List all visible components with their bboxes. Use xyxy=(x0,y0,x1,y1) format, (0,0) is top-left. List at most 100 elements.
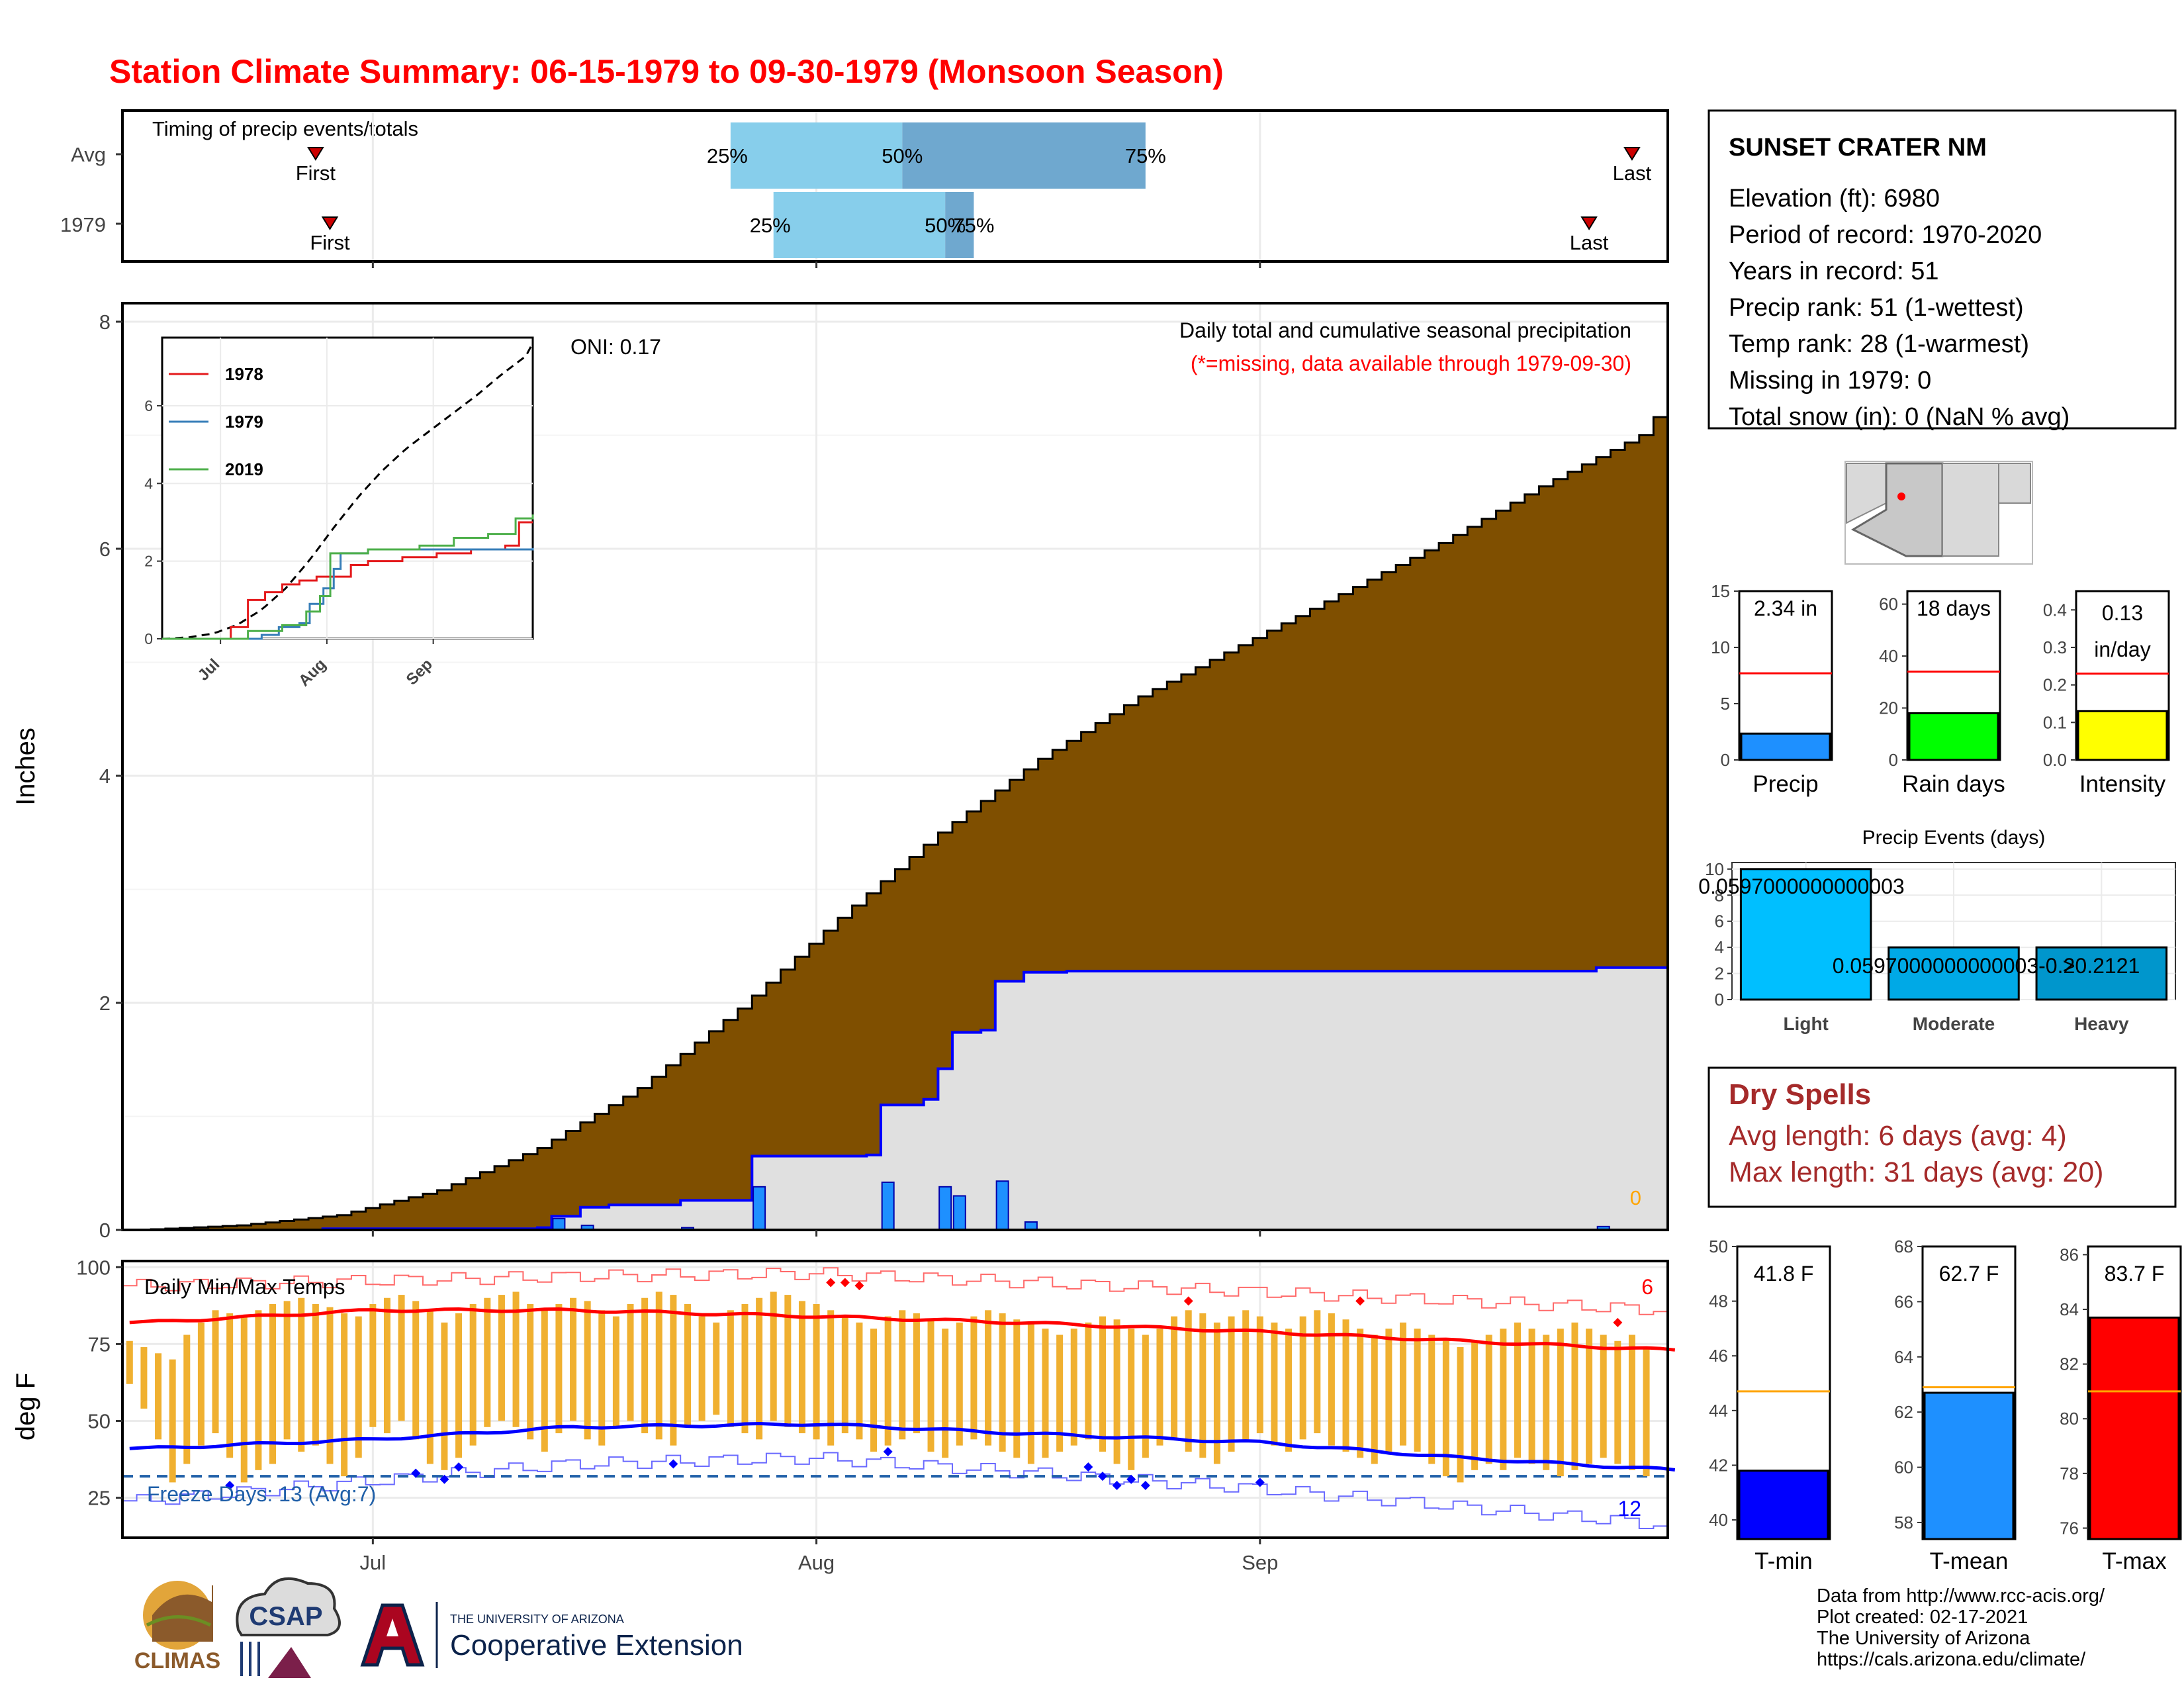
daily-precip-bar-6 xyxy=(952,1195,966,1231)
temp-summary-tick-label-0-2: 44 xyxy=(1709,1401,1728,1421)
daily-temp-bar-50 xyxy=(841,1316,848,1434)
station-line-period: Period of record: 1970-2020 xyxy=(1729,221,2042,249)
daily-temp-bar-67 xyxy=(1085,1322,1092,1440)
inset-y-tick-label-0: 0 xyxy=(144,630,153,647)
daily-temp-bar-62 xyxy=(1013,1319,1021,1458)
temp-summary-tick-label-1-4: 66 xyxy=(1894,1291,1913,1311)
station-line-missing: Missing in 1979: 0 xyxy=(1729,367,1931,395)
precip-events-label-moderate: 0.0597000000000003-0.2 xyxy=(1833,954,2075,978)
precip-y-tick-label-0: 0 xyxy=(99,1219,111,1242)
map-state-east xyxy=(1998,463,2031,504)
daily-temp-bar-61 xyxy=(999,1313,1006,1452)
daily-temp-bar-43 xyxy=(741,1304,749,1434)
daily-temp-bar-44 xyxy=(756,1297,763,1440)
daily-temp-bar-105 xyxy=(1628,1335,1635,1470)
station-line-precip-rank: Precip rank: 51 (1-wettest) xyxy=(1729,294,2024,322)
timing-pct75-label-0: 75% xyxy=(1125,144,1166,167)
precip-events-category-light: Light xyxy=(1783,1013,1828,1034)
daily-temp-bar-32 xyxy=(584,1301,591,1440)
ua-logo-big-text: Cooperative Extension xyxy=(450,1629,743,1662)
record-low-marker-9 xyxy=(1126,1474,1136,1484)
daily-temp-bar-89 xyxy=(1400,1322,1407,1446)
daily-precip-bar-7 xyxy=(995,1180,1009,1231)
daily-temp-bar-83 xyxy=(1314,1310,1321,1434)
record-high-marker-2 xyxy=(854,1281,864,1291)
page-title: Station Climate Summary: 06-15-1979 to 0… xyxy=(109,53,1224,90)
temp-summary-panel-1: 58 60 62 64 66 68 62.7 F T-mean xyxy=(1894,1237,2017,1574)
summary-bar-tick-label-1-0: 0 xyxy=(1889,750,1898,770)
csap-logo-text: CSAP xyxy=(249,1602,322,1631)
daily-temp-bar-23 xyxy=(455,1313,463,1458)
first-event-label-1: First xyxy=(310,231,350,254)
climas-logo-text: CLIMAS xyxy=(134,1648,220,1673)
last-event-marker-1 xyxy=(1580,216,1598,230)
daily-temp-bar-74 xyxy=(1185,1310,1192,1452)
daily-temp-bar-95 xyxy=(1485,1335,1492,1464)
record-low-marker-10 xyxy=(1140,1481,1150,1491)
daily-temp-bar-13 xyxy=(312,1304,319,1446)
missing-count: 0 xyxy=(1630,1186,1641,1209)
record-low-count: 12 xyxy=(1617,1497,1641,1521)
csap-logo-mountain xyxy=(268,1647,311,1678)
daily-temp-bar-66 xyxy=(1070,1329,1077,1446)
last-event-label-0: Last xyxy=(1613,162,1652,185)
daily-temp-bar-16 xyxy=(355,1316,362,1458)
daily-temp-bar-59 xyxy=(970,1316,978,1440)
daily-temp-bar-22 xyxy=(441,1322,448,1470)
precip-events-tick-label-0: 0 xyxy=(1715,990,1724,1009)
daily-temp-bar-80 xyxy=(1271,1322,1278,1446)
daily-temp-bar-57 xyxy=(942,1329,949,1458)
daily-temp-bar-52 xyxy=(870,1329,878,1452)
precip-events-tick-label-1: 2 xyxy=(1715,964,1724,984)
timing-pct25-label-1: 25% xyxy=(750,214,791,237)
precip-y-tick-label-2: 2 xyxy=(99,992,111,1015)
timing-pct75-label-1: 75% xyxy=(953,214,994,237)
precip-annotation-missing: (*=missing, data available through 1979-… xyxy=(1191,352,1631,375)
summary-bar-category-1: Rain days xyxy=(1902,771,2005,797)
inset-year-line-2019 xyxy=(162,514,534,640)
daily-precip-bar-0 xyxy=(552,1217,566,1231)
daily-temp-bar-98 xyxy=(1528,1329,1535,1464)
temp-summary-tick-label-1-3: 64 xyxy=(1894,1347,1913,1367)
daily-temp-bar-101 xyxy=(1571,1322,1578,1470)
inset-avg-cumulative-line xyxy=(161,342,534,640)
precip-axes: 0 2 4 6 8 xyxy=(99,310,1261,1242)
daily-temp-bar-63 xyxy=(1027,1322,1034,1464)
daily-temp-bar-97 xyxy=(1514,1322,1521,1458)
daily-temp-bar-68 xyxy=(1099,1316,1106,1452)
climas-logo-mesa xyxy=(152,1585,213,1642)
precip-y-axis-label: Inches xyxy=(11,727,40,806)
precip-events-tick-label-2: 4 xyxy=(1715,937,1724,957)
temp-summary-tick-label-0-4: 48 xyxy=(1709,1291,1728,1311)
credit-plot-created: Plot created: 02-17-2021 xyxy=(1817,1607,2028,1628)
record-low-marker-5 xyxy=(883,1446,893,1456)
first-event-label-0: First xyxy=(296,162,336,185)
daily-temp-bar-70 xyxy=(1128,1329,1135,1470)
summary-bar-tick-label-0-3: 15 xyxy=(1711,581,1730,601)
daily-temp-bar-4 xyxy=(183,1335,191,1464)
record-low-marker-11 xyxy=(1255,1477,1265,1487)
record-low-marker-3 xyxy=(454,1462,464,1472)
timing-pct25-label-0: 25% xyxy=(707,144,748,167)
precip-annotation-title: Daily total and cumulative seasonal prec… xyxy=(1179,318,1631,342)
daily-temp-bar-79 xyxy=(1256,1316,1263,1434)
x-tick-label-aug: Aug xyxy=(798,1551,835,1574)
temperature-summary-bars: 40 42 44 46 48 50 41.8 F T-min 58 60 62 64 66 68 62.7 … xyxy=(1709,1237,2182,1574)
summary-bar-tick-label-1-2: 40 xyxy=(1879,646,1898,666)
temp-summary-panel-0: 40 42 44 46 48 50 41.8 F T-min xyxy=(1709,1237,1831,1574)
temp-summary-value-label-1: 62.7 F xyxy=(1939,1262,1999,1286)
daily-precip-bar-3 xyxy=(752,1186,766,1231)
daily-temp-bar-100 xyxy=(1557,1329,1564,1477)
summary-bar-tick-label-0-0: 0 xyxy=(1721,750,1730,770)
summary-bar-value-0 xyxy=(1740,732,1831,761)
daily-temp-bar-91 xyxy=(1428,1335,1435,1464)
daily-temp-bar-24 xyxy=(469,1304,477,1446)
station-line-snow: Total snow (in): 0 (NaN % avg) xyxy=(1729,403,2070,431)
daily-temp-bar-84 xyxy=(1328,1313,1335,1446)
temp-summary-tick-label-2-3: 82 xyxy=(2060,1354,2079,1374)
record-high-marker-1 xyxy=(840,1278,850,1288)
daily-temp-bar-85 xyxy=(1342,1319,1349,1452)
timing-row-label-avg: Avg xyxy=(71,143,106,166)
temp-summary-tick-label-2-1: 78 xyxy=(2060,1464,2079,1483)
daily-temp-bar-0 xyxy=(126,1340,133,1384)
